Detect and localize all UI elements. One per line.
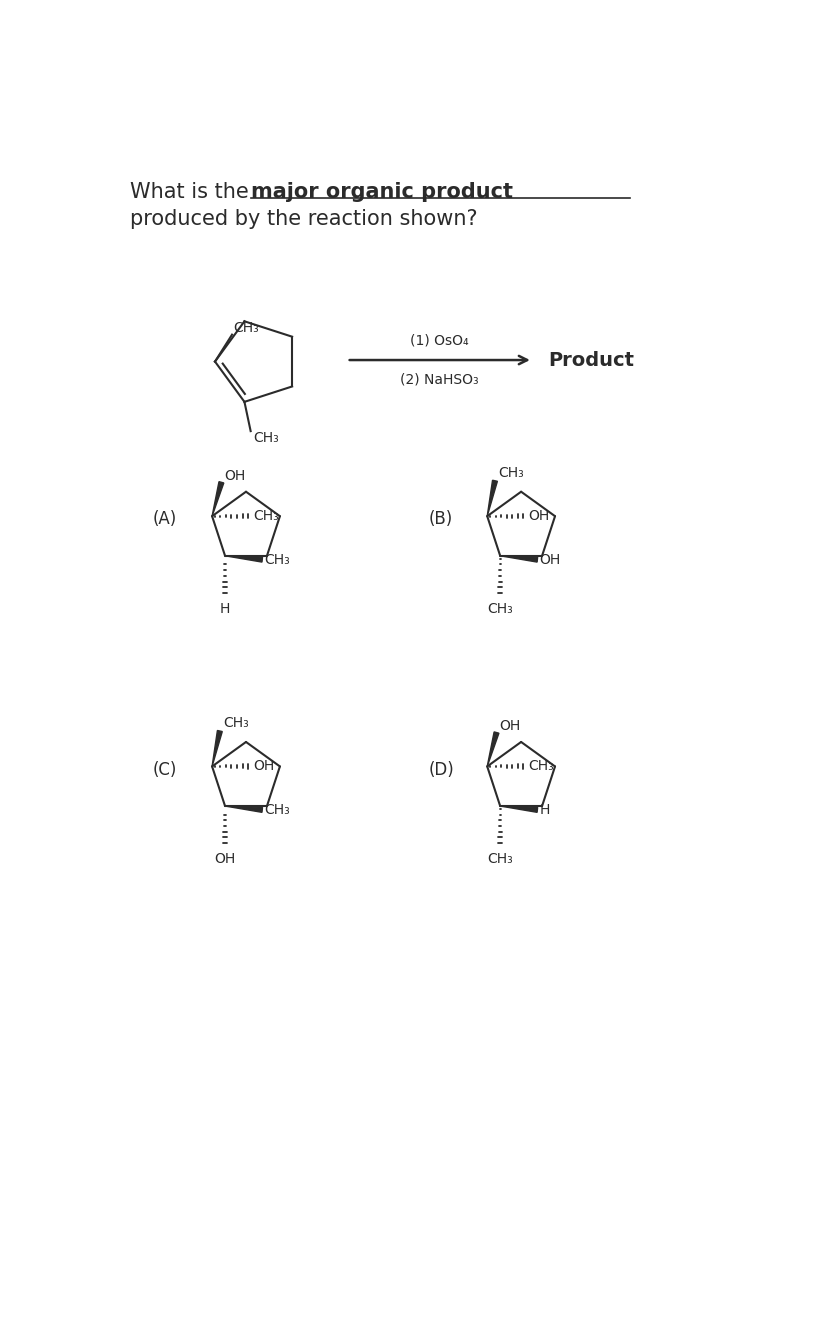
Text: H: H	[220, 602, 230, 615]
Polygon shape	[487, 481, 498, 517]
Text: (B): (B)	[428, 510, 452, 529]
Polygon shape	[212, 482, 224, 517]
Text: CH₃: CH₃	[264, 803, 291, 817]
Polygon shape	[487, 731, 499, 766]
Text: CH₃: CH₃	[488, 852, 513, 866]
Text: (A): (A)	[153, 510, 177, 529]
Text: What is the: What is the	[130, 182, 255, 202]
Text: CH₃: CH₃	[528, 759, 554, 774]
Text: major organic product: major organic product	[251, 182, 513, 202]
Polygon shape	[225, 555, 263, 562]
Polygon shape	[225, 806, 263, 813]
Text: CH₃: CH₃	[223, 717, 249, 730]
Text: OH: OH	[500, 719, 521, 734]
Polygon shape	[500, 806, 538, 813]
Text: OH: OH	[214, 852, 236, 866]
Text: (D): (D)	[428, 761, 454, 779]
Text: OH: OH	[253, 759, 274, 774]
Text: OH: OH	[528, 509, 549, 523]
Text: CH₃: CH₃	[488, 602, 513, 615]
Text: (C): (C)	[153, 761, 177, 779]
Text: CH₃: CH₃	[498, 466, 524, 480]
Text: CH₃: CH₃	[253, 509, 279, 523]
Text: OH: OH	[224, 469, 245, 484]
Polygon shape	[500, 555, 538, 562]
Text: (2) NaHSO₃: (2) NaHSO₃	[401, 372, 479, 386]
Text: CH₃: CH₃	[264, 553, 291, 566]
Text: CH₃: CH₃	[234, 321, 259, 334]
Text: (1) OsO₄: (1) OsO₄	[410, 334, 469, 348]
Text: CH₃: CH₃	[253, 432, 278, 445]
Text: H: H	[539, 803, 550, 817]
Text: produced by the reaction shown?: produced by the reaction shown?	[130, 209, 477, 229]
Text: Product: Product	[548, 350, 635, 369]
Text: OH: OH	[539, 553, 561, 566]
Polygon shape	[212, 730, 222, 766]
